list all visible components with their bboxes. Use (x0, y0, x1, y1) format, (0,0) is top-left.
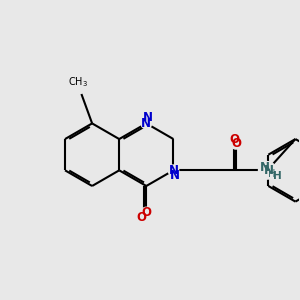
Text: N: N (260, 161, 270, 174)
Text: H: H (268, 169, 276, 179)
Circle shape (141, 207, 152, 218)
Circle shape (259, 162, 276, 179)
Text: N: N (170, 169, 180, 182)
Text: N: N (141, 117, 151, 130)
Text: N: N (264, 164, 274, 177)
Text: O: O (230, 133, 239, 146)
Text: O: O (136, 211, 147, 224)
Text: CH$_3$: CH$_3$ (68, 76, 88, 89)
Text: O: O (141, 206, 151, 219)
Circle shape (260, 164, 274, 177)
Circle shape (141, 118, 152, 129)
Text: N: N (168, 164, 178, 177)
Circle shape (231, 138, 241, 149)
Circle shape (168, 165, 179, 176)
Text: N: N (143, 111, 153, 124)
Text: O: O (231, 137, 241, 150)
Text: H: H (273, 171, 282, 181)
